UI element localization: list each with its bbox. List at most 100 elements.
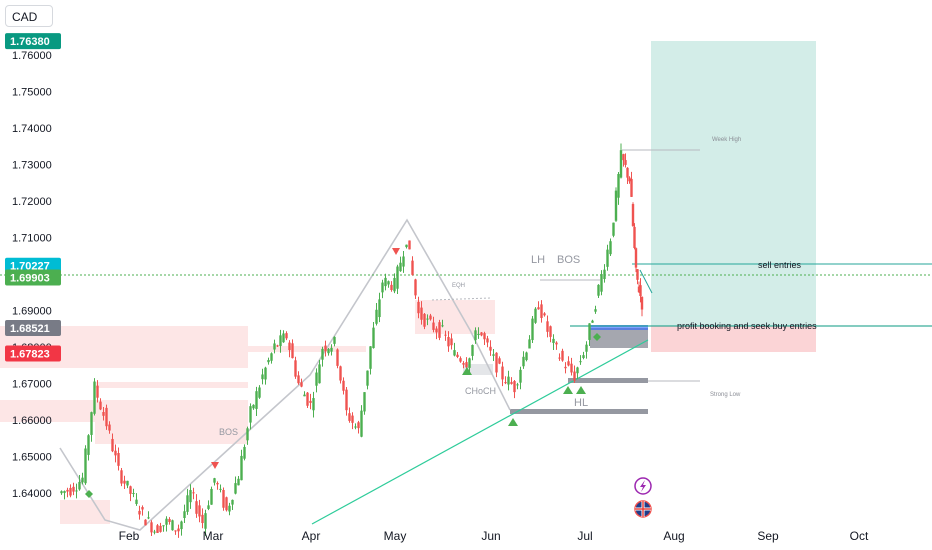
stop-zone — [651, 326, 816, 352]
candle-body — [183, 511, 186, 519]
candle-body — [75, 490, 78, 492]
candle-body — [546, 321, 549, 332]
candle-body — [387, 281, 390, 285]
x-tick-label: Jul — [577, 529, 592, 543]
candle-body — [372, 327, 375, 349]
diamond-marker — [85, 490, 93, 498]
candle-body — [579, 361, 582, 363]
candle-body — [168, 519, 171, 522]
candle-body — [243, 446, 246, 459]
eqh-label: EQH — [452, 283, 465, 289]
candle-body — [60, 491, 63, 494]
candle-body — [501, 366, 504, 380]
candle-body — [369, 346, 372, 369]
y-tick-label: 1.75000 — [12, 87, 52, 99]
price-tag-label: 1.67823 — [10, 348, 50, 360]
candle-body — [306, 392, 309, 406]
candle-body — [177, 528, 180, 532]
candle-body — [102, 412, 105, 416]
low-block — [510, 409, 648, 414]
candle-body — [480, 332, 483, 336]
time-axis[interactable]: Feb Mar Apr May Jun Jul Aug Sep Oct — [119, 529, 869, 543]
candle-body — [375, 309, 378, 324]
candle-body — [429, 315, 432, 320]
candle-body — [138, 510, 141, 515]
candle-body — [240, 455, 243, 481]
candle-body — [423, 313, 426, 327]
candle-body — [525, 352, 528, 361]
candle-body — [135, 499, 138, 504]
candle-body — [144, 519, 147, 526]
candle-body — [78, 481, 81, 490]
symbol-selector[interactable]: CAD — [5, 5, 53, 27]
candle-body — [174, 530, 177, 532]
candle-body — [447, 336, 450, 347]
uk-flag-icon[interactable] — [634, 500, 652, 518]
candle-body — [486, 338, 489, 343]
candle-body — [628, 177, 631, 182]
y-tick-label: 1.64000 — [12, 488, 52, 500]
candle-body — [606, 249, 609, 267]
markers-layer — [85, 248, 601, 498]
candle-body — [552, 338, 555, 343]
candle-body — [207, 505, 210, 509]
up-triangle-marker — [563, 386, 573, 394]
candle-body — [528, 339, 531, 349]
candle-body — [66, 489, 69, 492]
candle-body — [228, 505, 231, 512]
candle-body — [210, 488, 213, 505]
candle-body — [189, 490, 192, 503]
lh-label: LH — [531, 254, 545, 266]
candle-body — [72, 486, 75, 492]
x-tick-label: Aug — [663, 529, 684, 543]
chart-drawings — [0, 149, 932, 531]
lightning-icon[interactable] — [634, 477, 652, 495]
candles-layer — [60, 143, 644, 538]
candle-body — [285, 333, 288, 339]
price-tag-label: 1.76380 — [10, 36, 50, 48]
candle-body — [192, 492, 195, 494]
candle-body — [165, 518, 168, 525]
bos-top-label: BOS — [557, 254, 580, 266]
candle-body — [186, 495, 189, 512]
candle-body — [159, 525, 162, 532]
candle-body — [120, 470, 123, 484]
y-tick-label: 1.66000 — [12, 415, 52, 427]
candle-body — [619, 150, 623, 178]
candle-body — [309, 400, 312, 403]
candle-body — [600, 274, 603, 292]
candle-body — [204, 513, 207, 529]
events-layer — [634, 477, 652, 518]
candle-body — [522, 356, 525, 367]
x-tick-label: Feb — [119, 529, 140, 543]
candle-body — [156, 525, 159, 533]
candle-body — [636, 269, 639, 280]
candle-body — [198, 505, 201, 517]
candle-body — [354, 426, 357, 428]
candle-body — [171, 520, 174, 531]
chart-zones — [0, 41, 816, 524]
candle-body — [558, 357, 561, 359]
y-tick-label: 1.71000 — [12, 233, 52, 245]
candle-body — [516, 384, 519, 386]
candle-body — [555, 342, 558, 345]
candle-body — [591, 320, 594, 323]
candle-body — [471, 345, 474, 356]
price-tag-bg — [5, 345, 61, 362]
candle-body — [626, 167, 629, 178]
candle-body — [117, 453, 120, 466]
y-tick-label: 1.73000 — [12, 160, 52, 172]
candle-body — [249, 406, 252, 423]
candle-body — [390, 284, 393, 291]
candle-body — [453, 350, 456, 356]
candle-body — [258, 387, 261, 398]
y-tick-label: 1.67000 — [12, 379, 52, 391]
candle-body — [255, 391, 258, 409]
candle-body — [411, 260, 414, 275]
candle-body — [153, 531, 156, 533]
candle-body — [597, 284, 600, 296]
candle-body — [90, 412, 93, 435]
candle-body — [531, 318, 534, 341]
candle-body — [510, 382, 513, 384]
